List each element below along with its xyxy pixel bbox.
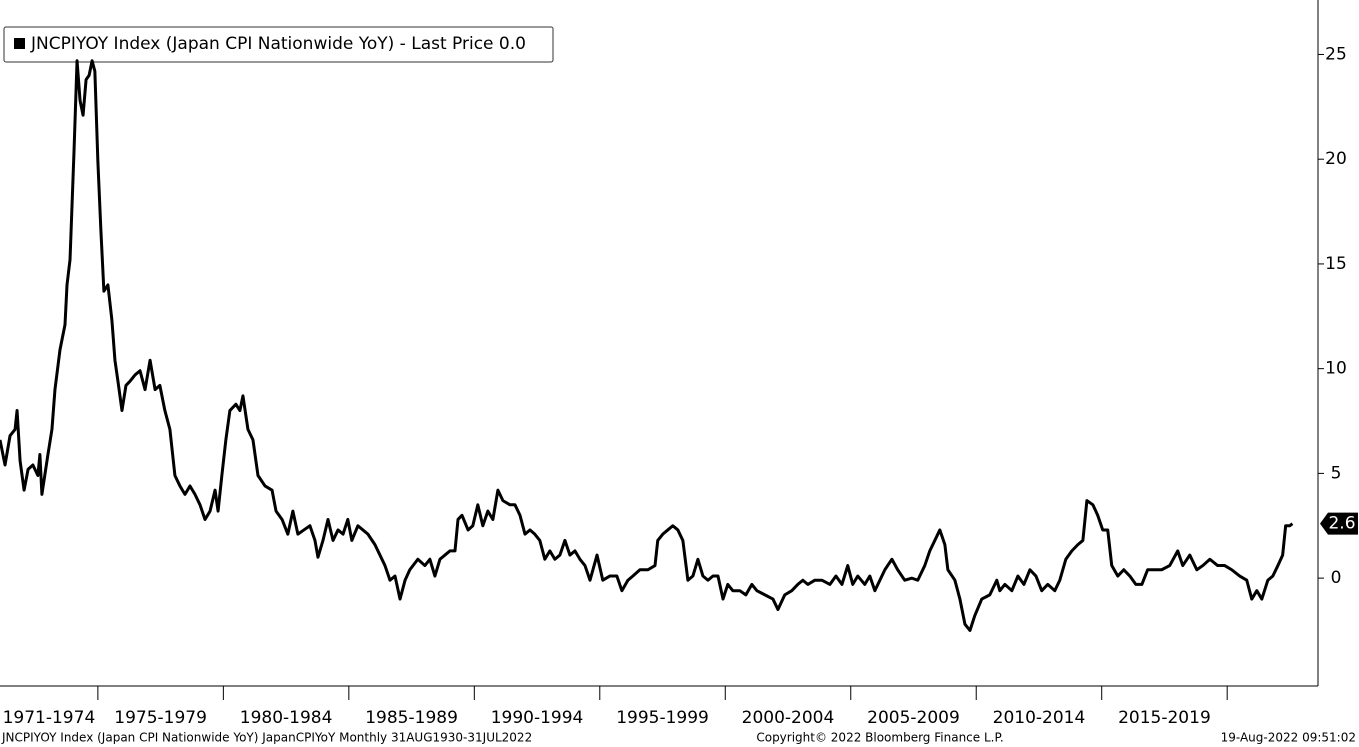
last-price-label: 2.6	[1328, 514, 1355, 534]
footer-center: Copyright© 2022 Bloomberg Finance L.P.	[756, 731, 1003, 745]
footer-left: JNCPIYOY Index (Japan CPI Nationwide YoY…	[1, 731, 532, 745]
line-series	[0, 59, 1294, 632]
y-tick-label: 0	[1331, 568, 1342, 588]
x-period-label: 1990-1994	[491, 708, 584, 728]
x-period-label: 1971-1974	[3, 708, 96, 728]
y-tick-label: 20	[1325, 149, 1347, 169]
footer-right: 19-Aug-2022 09:51:02	[1221, 731, 1356, 745]
x-period-label: 2015-2019	[1118, 708, 1211, 728]
last-price-tag	[1320, 512, 1358, 535]
legend-box	[3, 26, 554, 63]
x-period-label: 1975-1979	[114, 708, 207, 728]
x-period-label: 1995-1999	[616, 708, 709, 728]
y-tick-label: 25	[1325, 44, 1347, 64]
x-period-label: 1985-1989	[365, 708, 458, 728]
y-tick-label: 10	[1325, 359, 1347, 379]
x-period-label: 2010-2014	[993, 708, 1086, 728]
legend-label: JNCPIYOY Index (Japan CPI Nationwide YoY…	[30, 34, 526, 54]
x-period-label: 2000-2004	[742, 708, 835, 728]
y-tick-label: 15	[1325, 254, 1347, 274]
x-period-label: 2005-2009	[867, 708, 960, 728]
legend-swatch	[14, 38, 25, 49]
y-tick-label: 5	[1331, 463, 1342, 483]
x-period-label: 1980-1984	[240, 708, 333, 728]
